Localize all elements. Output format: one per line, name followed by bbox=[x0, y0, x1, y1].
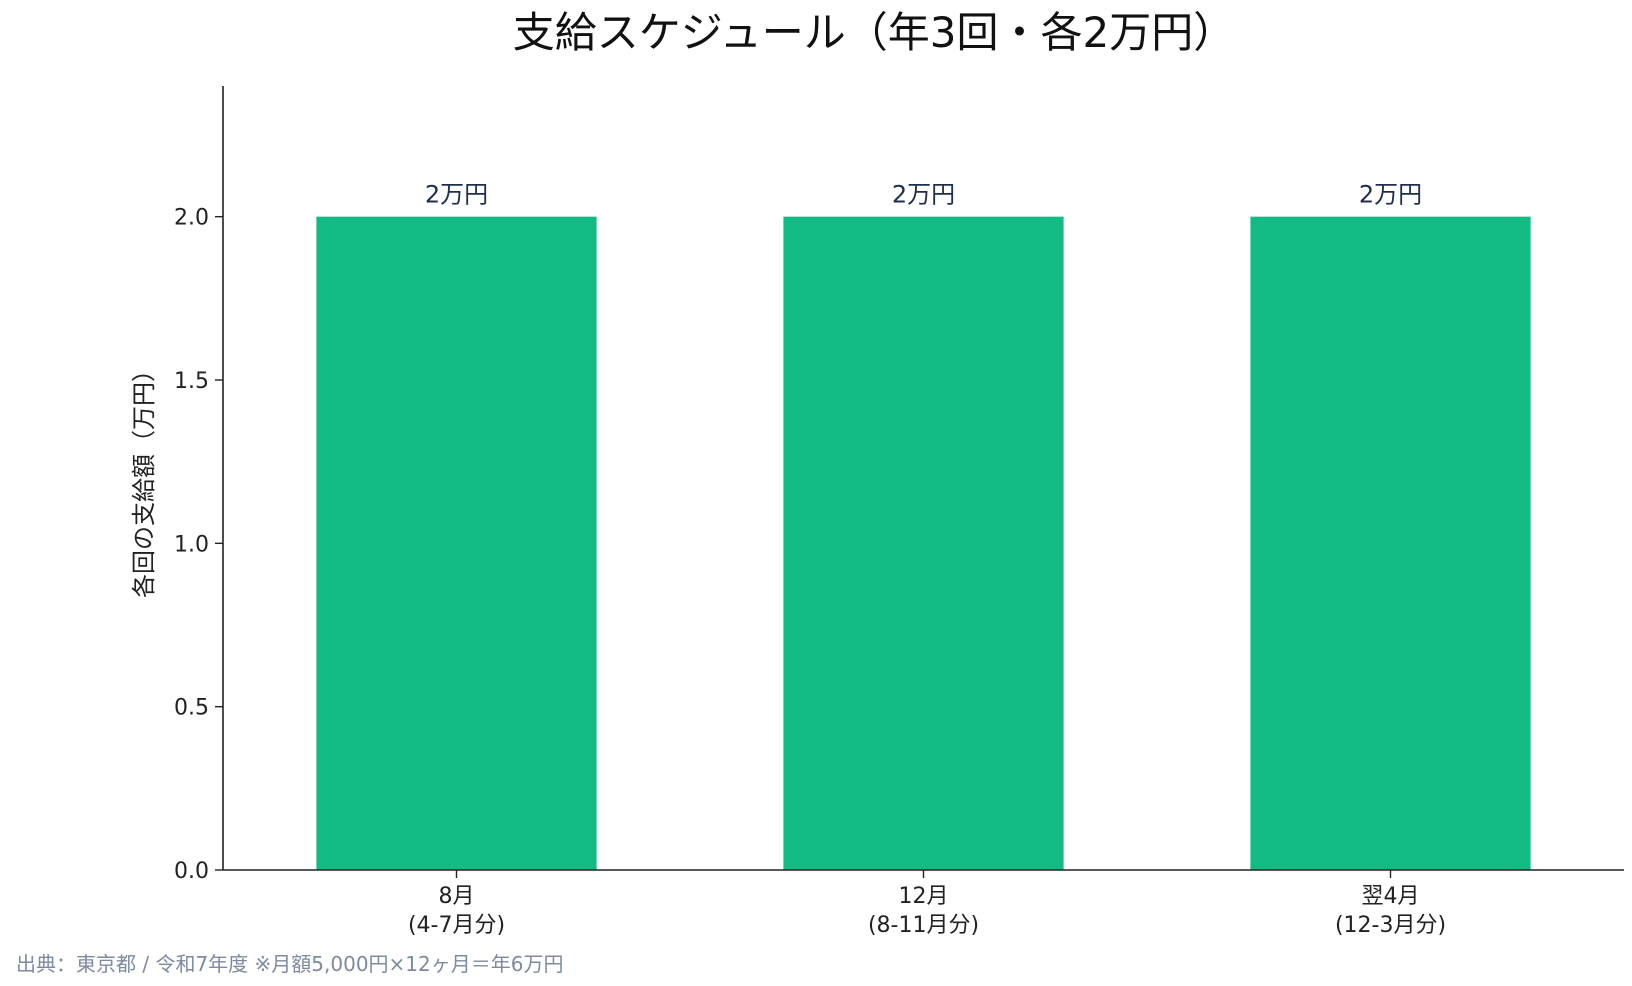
y-axis-label: 各回の支給額（万円） bbox=[130, 358, 158, 598]
y-tick-label: 0.0 bbox=[174, 859, 209, 884]
chart-title: 支給スケジュール（年3回・各2万円） bbox=[513, 8, 1236, 57]
bar-data-label: 2万円 bbox=[425, 181, 488, 209]
bar-data-label: 2万円 bbox=[892, 181, 955, 209]
x-tick-sublabel: (8-11月分) bbox=[868, 913, 979, 938]
y-tick-label: 1.5 bbox=[174, 369, 209, 394]
x-tick-sublabel: (12-3月分) bbox=[1335, 913, 1446, 938]
y-tick-label: 0.5 bbox=[174, 696, 209, 721]
bar bbox=[1250, 216, 1531, 870]
y-tick-label: 2.0 bbox=[174, 206, 209, 231]
y-tick-label: 1.0 bbox=[174, 532, 209, 557]
bar bbox=[783, 216, 1064, 870]
x-tick-label: 翌4月 bbox=[1362, 884, 1420, 909]
bar bbox=[316, 216, 597, 870]
x-tick-label: 12月 bbox=[899, 884, 949, 909]
x-tick-sublabel: (4-7月分) bbox=[408, 913, 505, 938]
plot-area: 0.0 0.5 1.0 1.5 2.0 2万円 8月 (4-7月分) 2万円 12月 (8-11月分… bbox=[174, 181, 1531, 938]
x-tick-label: 8月 bbox=[439, 884, 475, 909]
bar-data-label: 2万円 bbox=[1359, 181, 1422, 209]
source-note: 出典：東京都 / 令和7年度 ※月額5,000円×12ヶ月＝年6万円 bbox=[16, 952, 564, 976]
